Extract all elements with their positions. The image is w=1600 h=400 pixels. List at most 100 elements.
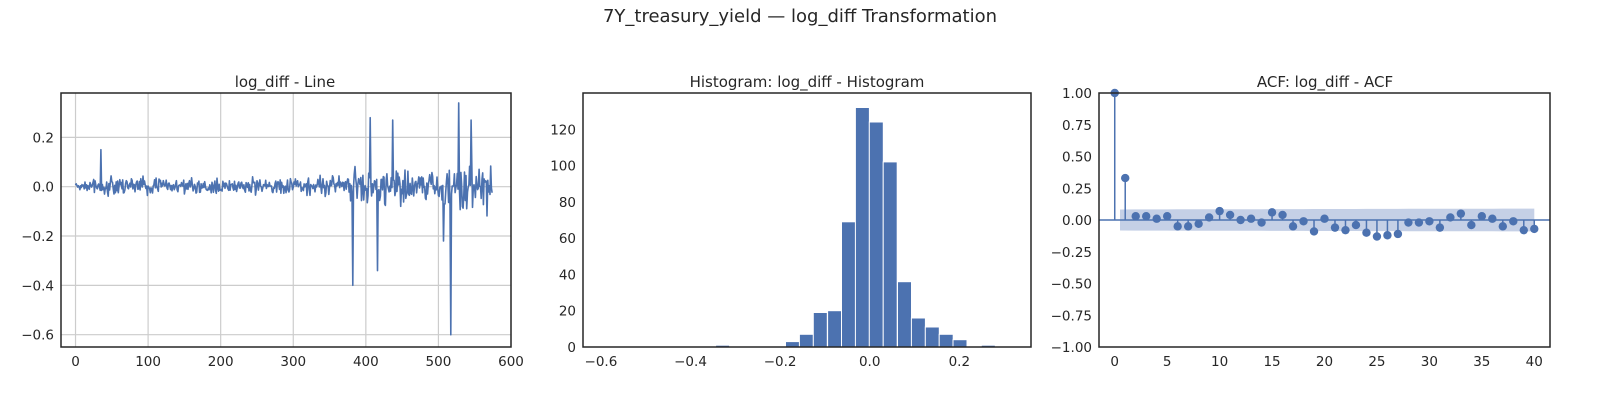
histogram-bar xyxy=(910,317,926,348)
acf-ytick-label: −0.50 xyxy=(1051,277,1092,293)
acf-xtick-label: 30 xyxy=(1421,354,1438,370)
acf-point xyxy=(1183,222,1193,231)
acf-ytick-label: −0.25 xyxy=(1051,245,1092,261)
line-xtick-label: 0 xyxy=(71,354,80,370)
acf-point xyxy=(1173,222,1182,231)
acf-point xyxy=(1477,211,1487,221)
histogram-xtick-label: −0.6 xyxy=(585,354,618,370)
acf-point xyxy=(1446,213,1455,222)
line-xtick-label: 100 xyxy=(135,354,161,370)
histogram-xtick-label: 0.2 xyxy=(949,354,970,370)
line-ytick-label: 0.2 xyxy=(33,130,54,146)
acf-point xyxy=(1362,228,1371,237)
acf-point xyxy=(1351,220,1361,230)
acf-point xyxy=(1372,232,1382,241)
acf-point xyxy=(1498,222,1508,231)
histogram-bar xyxy=(785,341,800,348)
acf-point xyxy=(1121,173,1130,183)
acf-point xyxy=(1278,210,1287,220)
acf-point xyxy=(1162,211,1172,221)
acf-xtick-label: 15 xyxy=(1263,354,1280,370)
histogram-bar xyxy=(841,221,856,348)
acf-ytick-label: 0.50 xyxy=(1062,150,1092,166)
line-xtick-label: 400 xyxy=(353,354,379,370)
acf-point xyxy=(1519,225,1528,235)
histogram-ytick-label: 100 xyxy=(550,159,576,175)
acf-ytick-label: 1.00 xyxy=(1062,86,1092,102)
acf-point xyxy=(1299,217,1308,226)
acf-point xyxy=(1383,231,1392,240)
line-ytick-label: −0.4 xyxy=(21,278,54,294)
acf-point xyxy=(1215,206,1224,216)
acf-point xyxy=(1204,213,1214,222)
acf-point xyxy=(1152,214,1161,223)
acf-point xyxy=(1320,214,1329,223)
figure-suptitle: 7Y_treasury_yield — log_diff Transformat… xyxy=(603,6,997,27)
histogram-bar xyxy=(938,333,954,348)
acf-title: ACF: log_diff - ACF xyxy=(1257,73,1393,92)
acf-point xyxy=(1435,223,1445,232)
acf-ytick-label: −0.75 xyxy=(1051,308,1092,324)
acf-point xyxy=(1131,211,1140,221)
acf-point xyxy=(1467,220,1476,230)
acf-point xyxy=(1194,219,1203,229)
histogram-ytick-label: 60 xyxy=(559,231,576,247)
line-xtick-label: 200 xyxy=(208,354,234,370)
acf-xtick-label: 0 xyxy=(1110,354,1119,370)
acf-point xyxy=(1341,225,1350,235)
acf-point xyxy=(1288,222,1298,231)
acf-point xyxy=(1488,214,1497,223)
histogram-ytick-label: 20 xyxy=(559,304,576,320)
acf-ytick-label: −1.00 xyxy=(1051,340,1092,356)
histogram-frame xyxy=(582,92,1032,348)
acf-stems xyxy=(1110,88,1539,241)
acf-ytick-label: 0.75 xyxy=(1062,118,1092,134)
histogram-bar xyxy=(952,339,968,348)
histogram-bar xyxy=(924,326,940,348)
acf-point xyxy=(1425,217,1434,226)
line-chart-frame xyxy=(60,92,512,348)
histogram-bar xyxy=(854,107,870,348)
line-chart-title: log_diff - Line xyxy=(235,73,336,92)
histogram-ytick-label: 120 xyxy=(550,122,576,138)
histogram-bar xyxy=(827,310,843,348)
histogram-bar xyxy=(868,121,884,348)
line-series xyxy=(74,102,493,336)
acf-point xyxy=(1456,209,1466,218)
acf-point xyxy=(1236,215,1245,225)
acf-xtick-label: 5 xyxy=(1163,354,1172,370)
histogram-xtick-label: −0.2 xyxy=(764,354,797,370)
acf-point xyxy=(1509,217,1518,226)
acf-xtick-label: 20 xyxy=(1316,354,1333,370)
acf-ytick-label: 0.00 xyxy=(1062,213,1092,229)
line-ytick-label: 0.0 xyxy=(33,180,54,196)
acf-point xyxy=(1330,223,1340,232)
acf-point xyxy=(1393,229,1403,239)
line-chart-panel: log_diff - Line 0 100 200 300 400 500 600 −0.6 −… xyxy=(21,73,524,370)
histogram-bar xyxy=(812,312,828,348)
histogram-bars xyxy=(715,107,996,348)
acf-point xyxy=(1257,218,1266,227)
acf-point xyxy=(1225,210,1235,220)
acf-frame xyxy=(1098,92,1551,348)
acf-point xyxy=(1246,214,1256,223)
histogram-bar xyxy=(798,333,814,348)
histogram-bar xyxy=(897,281,912,348)
histogram-bar xyxy=(882,161,898,348)
acf-point xyxy=(1309,227,1319,236)
histogram-ticks: −0.6 −0.4 −0.2 0.0 0.2 0 20 40 60 80 100 120 xyxy=(550,122,970,370)
histogram-ytick-label: 40 xyxy=(559,267,576,283)
histogram-title: Histogram: log_diff - Histogram xyxy=(690,73,925,92)
acf-ytick-label: 0.25 xyxy=(1062,181,1092,197)
histogram-panel: Histogram: log_diff - Histogram −0.6 −0.4… xyxy=(550,73,1032,370)
acf-panel: ACF: log_diff - ACF 0 5 10 15 20 25 30 35 40 −1.0… xyxy=(1051,73,1551,370)
line-chart-ticks: 0 100 200 300 400 500 600 −0.6 −0.4 −0.2 0.0 0.2 xyxy=(21,130,524,370)
histogram-xtick-label: 0.0 xyxy=(859,354,880,370)
acf-xtick-label: 40 xyxy=(1526,354,1543,370)
line-ytick-label: −0.2 xyxy=(21,229,54,245)
acf-xtick-label: 25 xyxy=(1368,354,1385,370)
acf-point xyxy=(1267,208,1277,217)
histogram-ytick-label: 0 xyxy=(567,340,576,356)
line-xtick-label: 300 xyxy=(280,354,306,370)
